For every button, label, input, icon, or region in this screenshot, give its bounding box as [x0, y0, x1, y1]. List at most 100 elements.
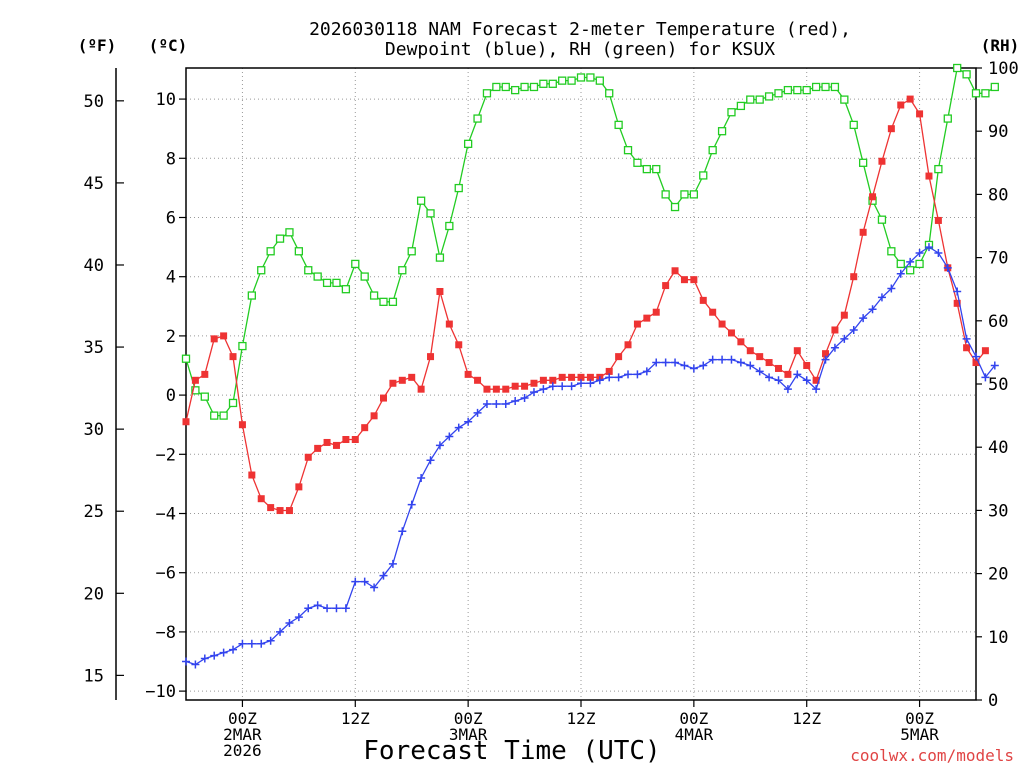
rh-point — [247, 291, 256, 300]
rh-point — [228, 398, 238, 408]
rh-point — [755, 95, 764, 104]
rh-point — [257, 266, 266, 275]
rh-point — [304, 266, 313, 275]
rh-point — [981, 89, 990, 98]
x-tick-label: 00Z — [905, 709, 934, 728]
temperature-point — [229, 353, 237, 361]
rh-point — [520, 82, 529, 92]
dewpoint-point — [511, 397, 520, 406]
dewpoint-point — [210, 651, 219, 660]
rh-point — [934, 164, 943, 174]
temperature-point — [765, 359, 773, 367]
rh-tick-label: 90 — [988, 122, 1008, 142]
dewpoint-point — [257, 639, 266, 648]
dewpoint-point — [953, 287, 962, 296]
temperature-point — [445, 320, 453, 328]
dewpoint-point — [830, 343, 839, 352]
rh-point — [388, 297, 398, 306]
temperature-point — [633, 320, 641, 328]
temperature-point — [191, 376, 199, 384]
dewpoint-point — [567, 382, 576, 391]
chart-title-line1: 2026030118 NAM Forecast 2-meter Temperat… — [309, 19, 851, 40]
rh-point — [990, 82, 999, 92]
rh-point — [529, 82, 539, 92]
dewpoint-point — [981, 373, 990, 382]
rh-tick-label: 20 — [988, 565, 1008, 585]
rh-point — [341, 285, 351, 294]
temperature-point — [257, 495, 265, 503]
rh-point — [558, 76, 567, 85]
temperature-point — [483, 385, 491, 393]
x-tick-label: 12Z — [341, 709, 370, 728]
rh-point — [332, 278, 341, 288]
celsius-tick-label: −6 — [156, 564, 176, 584]
rh-point — [595, 76, 604, 85]
chart-title-line2: Dewpoint (blue), RH (green) for KSUX — [385, 39, 775, 60]
temperature-point — [934, 216, 942, 224]
dewpoint-point — [746, 361, 755, 370]
dewpoint-point — [191, 660, 200, 669]
rh-point — [463, 139, 473, 148]
temperature-point — [775, 364, 782, 372]
temperature-point — [248, 471, 256, 479]
temperature-point — [502, 385, 510, 393]
temperature-point — [746, 347, 754, 355]
dewpoint-point — [360, 577, 369, 586]
dewpoint-point — [229, 645, 238, 654]
rh-point — [501, 82, 510, 92]
rh-point — [680, 190, 689, 199]
temperature-point — [859, 228, 867, 236]
temperature-point — [323, 438, 331, 446]
temperature-point — [756, 353, 764, 361]
celsius-tick-label: 2 — [166, 327, 176, 347]
dewpoint-point — [182, 657, 190, 666]
temperature-point — [586, 373, 594, 381]
rh-tick-label: 50 — [988, 375, 1008, 395]
rh-point — [708, 146, 717, 155]
temperature-point — [925, 172, 933, 180]
dewpoint-point — [868, 305, 877, 314]
celsius-tick-label: 0 — [166, 386, 176, 406]
dewpoint-point — [473, 408, 482, 417]
dewpoint-point — [652, 358, 661, 367]
temperature-point — [916, 110, 924, 118]
temperature-point — [408, 373, 416, 381]
rh-point — [435, 253, 445, 262]
rh-point — [210, 411, 219, 420]
celsius-tick-label: 4 — [166, 268, 176, 288]
temperature-point — [285, 507, 293, 515]
rh-point — [887, 247, 896, 256]
x-tick-label: 5MAR — [900, 725, 939, 744]
dewpoint-point — [605, 373, 614, 382]
dewpoint-point — [238, 639, 247, 648]
fahrenheit-tick-label: 20 — [84, 584, 104, 604]
series-layer — [181, 63, 999, 669]
dewpoint-point — [276, 627, 285, 636]
dewpoint-point — [558, 382, 567, 391]
dewpoint-point — [915, 249, 924, 258]
rh-point — [285, 228, 294, 237]
dewpoint-point — [821, 355, 830, 364]
rh-point — [275, 234, 285, 243]
dewpoint-point — [370, 583, 379, 592]
dewpoint-point — [708, 355, 717, 364]
dewpoint-point — [642, 367, 651, 376]
dewpoint-point — [736, 358, 745, 367]
temperature-point — [953, 299, 961, 307]
rh-point — [783, 85, 793, 95]
dewpoint-point — [586, 379, 595, 388]
temperature-point — [558, 373, 566, 381]
temperature-point — [577, 373, 585, 381]
temperature-point — [615, 353, 623, 361]
temperature-point — [831, 326, 839, 334]
dewpoint-point — [548, 382, 557, 391]
dewpoint-point — [247, 639, 256, 648]
temperature-point — [351, 436, 359, 444]
temperature-point — [417, 385, 425, 393]
dewpoint-point — [445, 432, 454, 441]
dewpoint-point — [962, 334, 971, 343]
dewpoint-point — [906, 257, 915, 266]
temperature-point — [361, 424, 369, 432]
dewpoint-point — [671, 358, 680, 367]
dewpoint-point — [388, 559, 397, 568]
